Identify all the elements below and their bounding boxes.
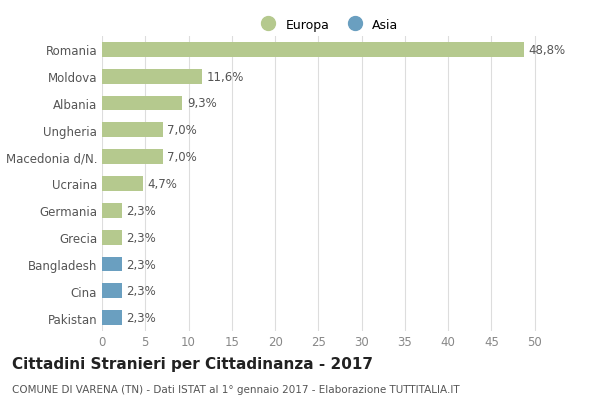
Bar [102, 43, 524, 58]
Bar [102, 150, 163, 165]
Bar [102, 257, 122, 272]
Bar [102, 123, 163, 138]
Bar [102, 177, 143, 191]
Text: Cittadini Stranieri per Cittadinanza - 2017: Cittadini Stranieri per Cittadinanza - 2… [12, 356, 373, 371]
Text: 4,7%: 4,7% [147, 178, 177, 191]
Text: 7,0%: 7,0% [167, 124, 197, 137]
Bar [102, 97, 182, 111]
Bar [102, 203, 122, 218]
Bar [102, 70, 202, 84]
Bar [102, 284, 122, 299]
Text: 7,0%: 7,0% [167, 151, 197, 164]
Text: 2,3%: 2,3% [126, 231, 156, 244]
Bar [102, 230, 122, 245]
Text: 11,6%: 11,6% [207, 70, 244, 83]
Text: 2,3%: 2,3% [126, 258, 156, 271]
Legend: Europa, Asia: Europa, Asia [251, 13, 403, 36]
Text: 2,3%: 2,3% [126, 311, 156, 324]
Text: COMUNE DI VARENA (TN) - Dati ISTAT al 1° gennaio 2017 - Elaborazione TUTTITALIA.: COMUNE DI VARENA (TN) - Dati ISTAT al 1°… [12, 384, 460, 394]
Text: 9,3%: 9,3% [187, 97, 217, 110]
Text: 2,3%: 2,3% [126, 204, 156, 217]
Text: 48,8%: 48,8% [529, 44, 566, 57]
Text: 2,3%: 2,3% [126, 285, 156, 298]
Bar [102, 310, 122, 325]
